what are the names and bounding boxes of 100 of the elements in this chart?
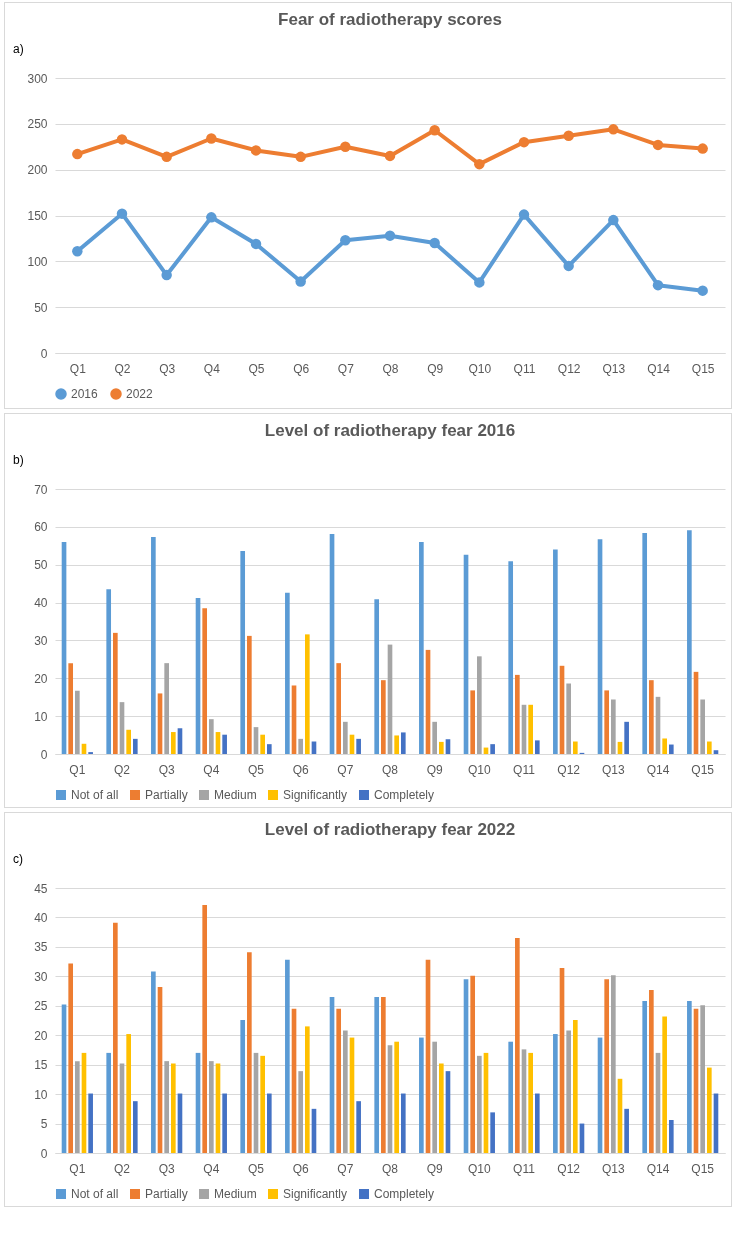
- bar: [88, 1093, 93, 1153]
- point: [72, 148, 83, 160]
- x-tick-label: Q10: [468, 361, 492, 376]
- x-tick-label: Q15: [691, 1161, 715, 1176]
- bar: [394, 735, 399, 754]
- x-tick-label: Q11: [513, 1161, 536, 1176]
- bar: [700, 1005, 705, 1153]
- bar: [304, 1026, 310, 1153]
- point: [608, 214, 619, 226]
- point: [652, 279, 664, 291]
- point: [429, 237, 440, 249]
- x-tick-label: Q8: [381, 762, 399, 777]
- x-tick-label: Q1: [69, 1161, 86, 1176]
- bar: [298, 1071, 303, 1153]
- x-tick-label: Q7: [337, 361, 355, 376]
- point: [250, 238, 262, 250]
- point: [474, 158, 485, 170]
- bar: [381, 680, 386, 754]
- bar: [222, 1093, 227, 1153]
- bar: [566, 683, 571, 754]
- y-tick-label: 70: [34, 482, 48, 497]
- y-tick-label: 0: [40, 1146, 48, 1161]
- bar: [381, 996, 386, 1153]
- bar: [611, 975, 616, 1153]
- bar: [528, 704, 533, 754]
- x-tick-label: Q9: [427, 361, 444, 376]
- bar: [336, 1008, 342, 1153]
- y-tick-label: 35: [34, 940, 48, 955]
- bar: [432, 721, 437, 754]
- x-tick-label: Q9: [426, 1161, 443, 1176]
- bar: [642, 1001, 648, 1153]
- x-tick-label: Q13: [601, 1161, 625, 1176]
- x-tick-label: Q2: [113, 762, 131, 777]
- x-tick-label: Q2: [114, 361, 131, 376]
- point: [652, 139, 664, 151]
- bar: [432, 1041, 437, 1153]
- point: [697, 143, 708, 154]
- x-tick-label: Q6: [293, 361, 310, 376]
- y-tick-label: 20: [34, 671, 48, 686]
- bar: [508, 1041, 514, 1153]
- bar: [419, 542, 424, 754]
- y-tick-label: 10: [34, 709, 48, 724]
- x-tick-label: Q10: [467, 762, 491, 777]
- bar: [394, 1041, 399, 1153]
- bar: [285, 592, 290, 754]
- y-tick-label: 40: [34, 596, 48, 611]
- x-tick-label: Q15: [691, 361, 715, 376]
- legend-label: Completely: [374, 1187, 435, 1201]
- point: [72, 246, 83, 257]
- x-tick-label: Q10: [467, 1161, 491, 1176]
- legend-label: Not of all: [71, 1187, 119, 1201]
- bar: [343, 721, 348, 754]
- bar: [553, 549, 558, 754]
- bar: [106, 1052, 112, 1153]
- bar: [438, 1063, 444, 1153]
- bar: [534, 1093, 540, 1153]
- bar: [604, 690, 610, 754]
- bar: [604, 979, 610, 1153]
- x-tick-label: Q9: [426, 762, 443, 777]
- bar: [68, 663, 74, 754]
- x-tick-label: Q12: [557, 762, 581, 777]
- x-tick-label: Q13: [601, 762, 625, 777]
- point: [518, 209, 530, 220]
- y-tick-label: 0: [40, 346, 48, 361]
- bar: [611, 699, 616, 754]
- legend-label: Completely: [374, 788, 435, 802]
- x-tick-label: Q15: [691, 762, 715, 777]
- bar: [624, 1108, 629, 1153]
- bar: [113, 922, 118, 1153]
- bar: [706, 741, 712, 754]
- point: [206, 212, 217, 223]
- bar: [515, 938, 520, 1153]
- bar: [668, 1120, 674, 1153]
- y-tick-label: 300: [27, 71, 48, 86]
- x-tick-label: Q5: [247, 1161, 265, 1176]
- point: [697, 285, 708, 296]
- bar: [490, 744, 495, 754]
- x-tick-label: Q5: [248, 361, 265, 376]
- bar: [209, 719, 214, 754]
- bar: [687, 530, 692, 754]
- bar: [374, 996, 380, 1153]
- text: c): [13, 852, 23, 866]
- bar: [438, 741, 444, 754]
- x-tick-label: Q6: [292, 1161, 309, 1176]
- bar: [260, 734, 265, 754]
- bar: [202, 608, 208, 754]
- point: [518, 136, 530, 148]
- point: [563, 260, 574, 272]
- point: [340, 141, 351, 152]
- x-tick-label: Q11: [513, 762, 536, 777]
- bar: [400, 1093, 406, 1153]
- x-tick-label: Q11: [513, 361, 536, 376]
- bar: [687, 1001, 692, 1153]
- bar: [624, 721, 629, 754]
- bar: [572, 1019, 578, 1153]
- point: [608, 124, 619, 135]
- bar: [400, 732, 406, 754]
- x-tick-label: Q14: [646, 762, 670, 777]
- legend-label: 2016: [71, 387, 99, 401]
- bar: [126, 729, 131, 754]
